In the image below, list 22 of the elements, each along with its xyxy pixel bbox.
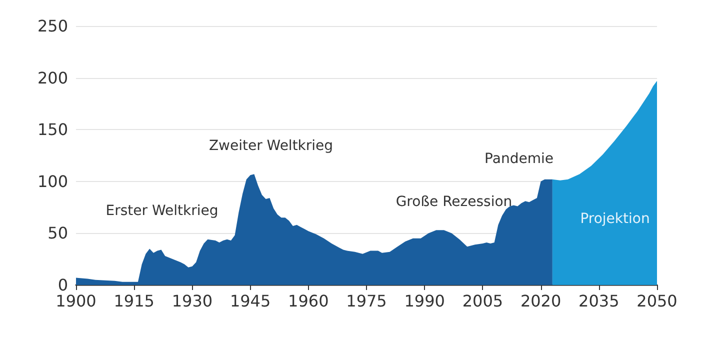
- annotation: Erster Weltkrieg: [106, 203, 218, 219]
- y-tick-label: 250: [37, 16, 68, 36]
- x-tick-label: 1900: [56, 292, 96, 310]
- annotation: Zweiter Weltkrieg: [208, 138, 334, 154]
- x-tick-label: 1975: [346, 292, 387, 310]
- x-tick-label: 1990: [404, 292, 445, 310]
- y-tick-label: 0: [58, 276, 68, 294]
- x-tick-label: 2035: [578, 292, 620, 310]
- annotation: Große Rezession: [396, 194, 512, 210]
- annotation: Pandemie: [484, 151, 554, 167]
- x-tick-label: 1960: [288, 292, 329, 310]
- x-tick-label: 2005: [462, 292, 504, 310]
- x-tick-label: 1915: [114, 292, 154, 310]
- x-tick-label: 1945: [230, 292, 271, 310]
- x-tick-label: 2050: [636, 292, 678, 310]
- x-tick-label: 1930: [172, 292, 213, 310]
- y-tick-label: 150: [37, 120, 68, 140]
- y-tick-label: 100: [37, 172, 68, 191]
- y-tick-label: 50: [48, 224, 68, 243]
- y-tick-label: 200: [37, 68, 68, 88]
- x-tick-label: 2020: [520, 292, 562, 310]
- annotation: Projektion: [580, 211, 650, 227]
